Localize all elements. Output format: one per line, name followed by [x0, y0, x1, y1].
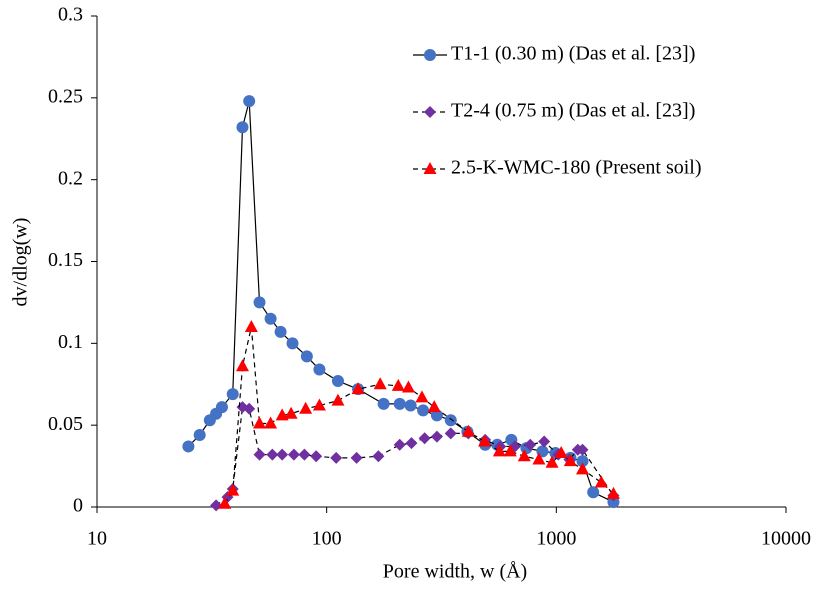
marker — [377, 397, 390, 410]
marker — [235, 359, 249, 372]
marker — [330, 451, 343, 464]
marker — [226, 483, 240, 496]
marker — [607, 496, 620, 509]
marker — [393, 397, 406, 410]
marker — [391, 378, 405, 391]
marker — [554, 445, 568, 458]
marker — [517, 449, 531, 462]
marker — [244, 319, 258, 332]
marker — [264, 312, 277, 325]
marker — [418, 432, 431, 445]
marker — [478, 434, 492, 447]
marker — [284, 406, 298, 419]
x-axis-label: Pore width, w (Å) — [383, 561, 527, 583]
marker — [193, 428, 206, 441]
legend-label: T1-1 (0.30 m) (Das et al. [23]) — [451, 43, 695, 65]
marker — [576, 443, 589, 456]
x-tick-label: 1000 — [536, 528, 576, 550]
legend-marker — [424, 106, 436, 118]
y-axis-label: dv/dlog(w) — [10, 218, 32, 307]
marker — [331, 393, 345, 406]
marker — [236, 121, 249, 134]
marker — [274, 325, 287, 338]
marker — [372, 450, 385, 463]
marker — [218, 496, 232, 509]
marker — [427, 400, 441, 413]
marker — [430, 430, 443, 443]
y-tick-label: 0.25 — [48, 85, 83, 107]
marker — [253, 416, 267, 429]
marker — [266, 448, 279, 461]
marker — [430, 409, 443, 422]
y-tick-label: 0 — [73, 495, 83, 517]
x-tick-label: 10000 — [761, 528, 811, 550]
legend-label: 2.5-K-WMC-180 (Present soil) — [451, 157, 702, 179]
marker — [276, 448, 289, 461]
marker — [594, 475, 608, 488]
marker — [503, 444, 517, 457]
marker — [563, 454, 577, 467]
marker — [313, 363, 326, 376]
marker — [415, 390, 429, 403]
marker — [350, 451, 363, 464]
marker — [286, 337, 299, 350]
marker — [404, 399, 417, 412]
marker — [393, 438, 406, 451]
marker — [444, 414, 457, 427]
y-tick-label: 0.1 — [58, 331, 83, 353]
marker — [461, 424, 475, 437]
marker — [287, 448, 300, 461]
series-line — [215, 406, 614, 506]
marker — [253, 296, 266, 309]
marker — [532, 452, 546, 465]
marker — [226, 388, 239, 401]
marker — [300, 350, 313, 363]
marker — [264, 416, 278, 429]
marker — [299, 401, 313, 414]
marker — [538, 435, 551, 448]
marker — [576, 455, 589, 468]
marker — [401, 380, 415, 393]
marker — [405, 437, 418, 450]
marker — [492, 444, 506, 457]
marker — [298, 448, 311, 461]
marker — [331, 374, 344, 387]
marker — [243, 95, 256, 108]
marker — [508, 440, 521, 453]
marker — [351, 382, 365, 395]
x-tick-label: 100 — [312, 528, 342, 550]
marker — [576, 462, 590, 475]
marker — [545, 455, 559, 468]
marker — [312, 398, 326, 411]
marker — [606, 486, 620, 499]
legend-marker — [423, 162, 437, 174]
marker — [310, 450, 323, 463]
marker — [524, 438, 537, 451]
y-tick-label: 0.3 — [58, 4, 83, 26]
marker — [215, 401, 228, 414]
marker — [444, 427, 457, 440]
marker — [253, 448, 266, 461]
marker — [373, 377, 387, 390]
legend-label: T2-4 (0.75 m) (Das et al. [23]) — [451, 100, 695, 122]
marker — [417, 404, 430, 417]
x-tick-label: 10 — [87, 528, 107, 550]
y-tick-label: 0.15 — [48, 249, 83, 271]
marker — [243, 402, 256, 415]
legend-marker — [424, 49, 436, 61]
y-tick-label: 0.05 — [48, 413, 83, 435]
y-tick-label: 0.2 — [58, 167, 83, 189]
marker — [182, 440, 195, 453]
marker — [587, 486, 600, 499]
